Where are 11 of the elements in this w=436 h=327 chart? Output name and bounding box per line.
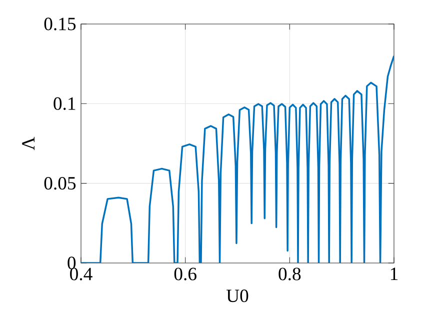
x-tick-label: 0.8: [278, 268, 301, 280]
x-tick-label: 1: [390, 268, 398, 280]
y-tick-label: 0.1: [54, 97, 76, 110]
y-tick-label: 0.15: [44, 18, 76, 30]
x-axis-title: U0: [226, 290, 248, 302]
y-tick-label: 0: [68, 256, 76, 270]
x-tick-label: 0.6: [174, 268, 196, 280]
y-axis-title: Λ: [22, 136, 34, 150]
y-tick-label: 0.05: [44, 176, 76, 190]
line-series: [81, 54, 394, 263]
x-tick-label: 0.4: [70, 268, 92, 280]
